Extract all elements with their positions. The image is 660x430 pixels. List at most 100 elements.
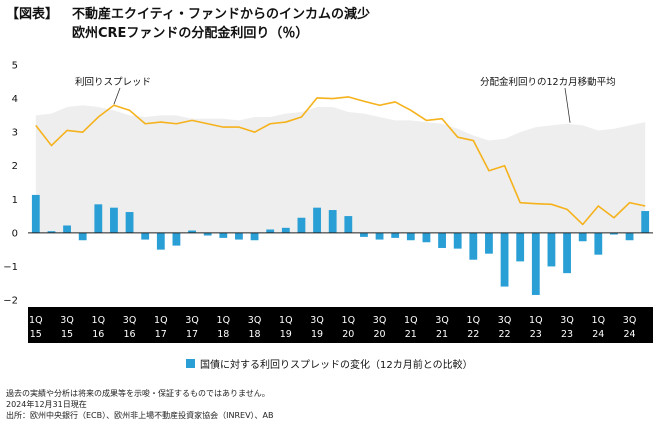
x-tick-quarter: 3Q [623,315,637,326]
footnotes: 過去の実績や分析は将来の成果等を示唆・保証するものではありません。 2024年1… [6,388,274,421]
x-tick-year: 22 [467,329,479,340]
bar-2Q19 [297,217,306,233]
bar-2Q17 [172,232,181,246]
bar-1Q19 [281,227,290,233]
x-tick-quarter: 3Q [435,315,449,326]
bar-3Q23 [563,232,571,274]
chart-subtitle: 欧州CREファンドの分配金利回り（％） [72,26,309,41]
legend-swatch-bar [186,359,195,368]
x-tick-quarter: 3Q [560,315,574,326]
bar-1Q16 [94,204,103,233]
bar-4Q17 [203,232,212,236]
x-tick-year: 20 [374,329,386,340]
bar-2Q22 [485,232,493,254]
x-tick-year: 15 [30,329,42,340]
bar-1Q18 [219,232,228,238]
legend-label: 国債に対する利回りスプレッドの変化（12カ月前との比較） [200,360,473,371]
x-tick-year: 23 [530,329,542,340]
y-tick-label: 2 [12,161,18,172]
x-tick-year: 18 [217,329,229,340]
x-tick-year: 19 [311,329,323,340]
bar-2Q21 [422,232,431,243]
x-tick-quarter: 1Q [29,315,43,326]
bar-4Q18 [266,229,275,233]
y-axis: 5 4 3 2 1 0 −1 −2 [3,61,18,307]
x-tick-quarter: 3Q [498,315,512,326]
x-tick-year: 17 [155,329,167,340]
x-tick-year: 20 [342,329,354,340]
bar-4Q15 [78,232,87,241]
bar-2Q18 [235,232,243,240]
x-tick-quarter: 1Q [529,315,543,326]
annotations-layer: 利回りスプレッド 分配金利回りの12カ月移動平均 [75,76,616,123]
x-tick-quarter: 1Q [154,315,168,326]
y-tick-label: 1 [12,195,18,206]
bars-layer [31,194,650,295]
bar-1Q17 [156,232,165,250]
bar-2Q24 [610,232,618,235]
bar-3Q17 [188,230,196,233]
x-tick-quarter: 3Q [373,315,387,326]
bar-3Q20 [375,232,384,240]
x-tick-year: 21 [436,329,448,340]
x-tick-quarter: 3Q [60,315,74,326]
x-tick-year: 15 [61,329,73,340]
x-tick-quarter: 1Q [404,315,418,326]
y-tick-label: 4 [12,94,18,105]
bar-1Q24 [594,232,603,255]
bar-2Q15 [47,231,56,233]
disclaimer-note: 過去の実績や分析は将来の成果等を示唆・保証するものではありません。 [6,389,270,398]
bar-3Q16 [125,212,134,233]
x-tick-year: 16 [124,329,136,340]
x-tick-year: 24 [624,329,636,340]
y-tick-label: −1 [3,262,18,273]
bar-1Q21 [406,232,415,241]
x-tick-year: 21 [405,329,417,340]
bar-4Q24 [641,211,650,233]
annotation-ma-leader [564,87,571,123]
x-tick-quarter: 3Q [248,315,262,326]
x-tick-quarter: 1Q [592,315,606,326]
bar-4Q16 [141,232,150,240]
x-tick-quarter: 1Q [342,315,356,326]
x-axis: 1Q 15 3Q 15 1Q 16 3Q 16 1Q 17 3Q 17 1Q 18 3Q 18 1Q 19 3Q 19… [28,307,653,343]
x-tick-year: 19 [280,329,292,340]
date-note: 2024年12月31日現在 [6,400,87,409]
y-tick-label: −2 [3,296,18,307]
bar-1Q22 [469,232,478,260]
x-tick-quarter: 1Q [279,315,293,326]
annotation-ma: 分配金利回りの12カ月移動平均 [480,76,616,88]
y-tick-label: 0 [12,228,18,239]
bar-2Q16 [110,207,118,233]
chart-title: 不動産エクイティ・ファンドからのインカムの減少 [72,7,370,22]
x-tick-year: 22 [499,329,511,340]
bar-4Q20 [391,232,400,238]
bar-3Q22 [500,232,509,287]
bar-3Q24 [625,232,634,241]
y-tick-label: 5 [12,61,18,72]
x-tick-year: 17 [186,329,198,340]
x-tick-quarter: 1Q [467,315,481,326]
bar-2Q20 [360,232,368,237]
bar-3Q19 [313,207,321,233]
x-tick-quarter: 1Q [217,315,231,326]
x-tick-year: 18 [249,329,261,340]
annotation-spread: 利回りスプレッド [75,76,151,88]
x-tick-year: 23 [561,329,573,340]
bar-4Q19 [328,210,337,233]
bar-1Q23 [531,232,540,295]
bar-3Q15 [63,225,71,233]
source-note: 出所：欧州中央銀行（ECB）、欧州非上場不動産投資家協会（INREV）、AB [6,411,274,420]
bar-4Q21 [453,232,462,249]
bar-4Q23 [578,232,587,242]
legend: 国債に対する利回りスプレッドの変化（12カ月前との比較） [186,356,473,371]
yield-line-layer [35,96,646,226]
bar-3Q21 [438,232,446,248]
x-tick-quarter: 1Q [92,315,106,326]
annotation-spread-leader [113,87,121,105]
spread-area [35,105,646,233]
x-tick-quarter: 3Q [185,315,199,326]
bar-2Q23 [547,232,556,267]
spread-area-layer [35,105,646,233]
